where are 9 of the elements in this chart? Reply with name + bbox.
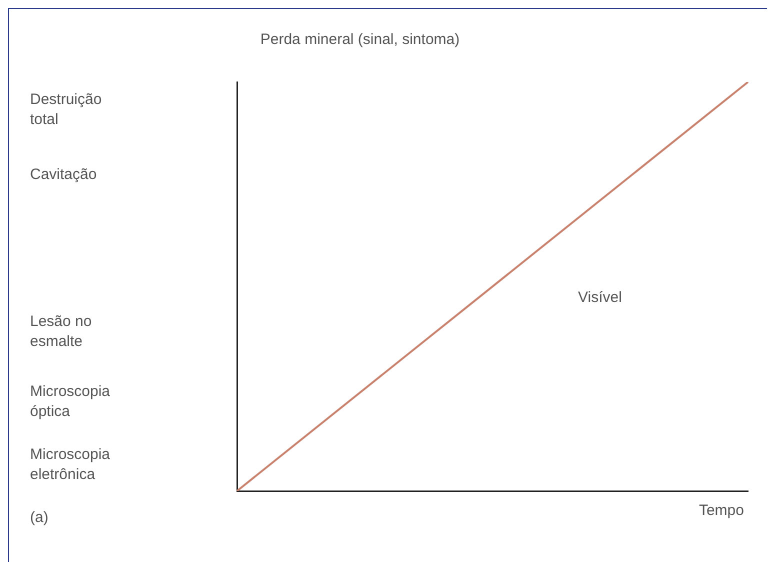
text: (a): [30, 509, 48, 526]
y-axis-title: Perda mineral (sinal, sintoma): [260, 31, 460, 48]
annotation: Microscopia óptica: [30, 383, 111, 420]
annotation: Lesão no esmalte: [30, 313, 92, 350]
annotation: Destruição total: [30, 91, 102, 128]
x-axis-title: Tempo: [698, 502, 744, 520]
annotation: Visível: [578, 289, 622, 306]
annotation: Cavitação: [30, 166, 97, 184]
annotation: Microscopia eletrônica: [30, 446, 111, 484]
